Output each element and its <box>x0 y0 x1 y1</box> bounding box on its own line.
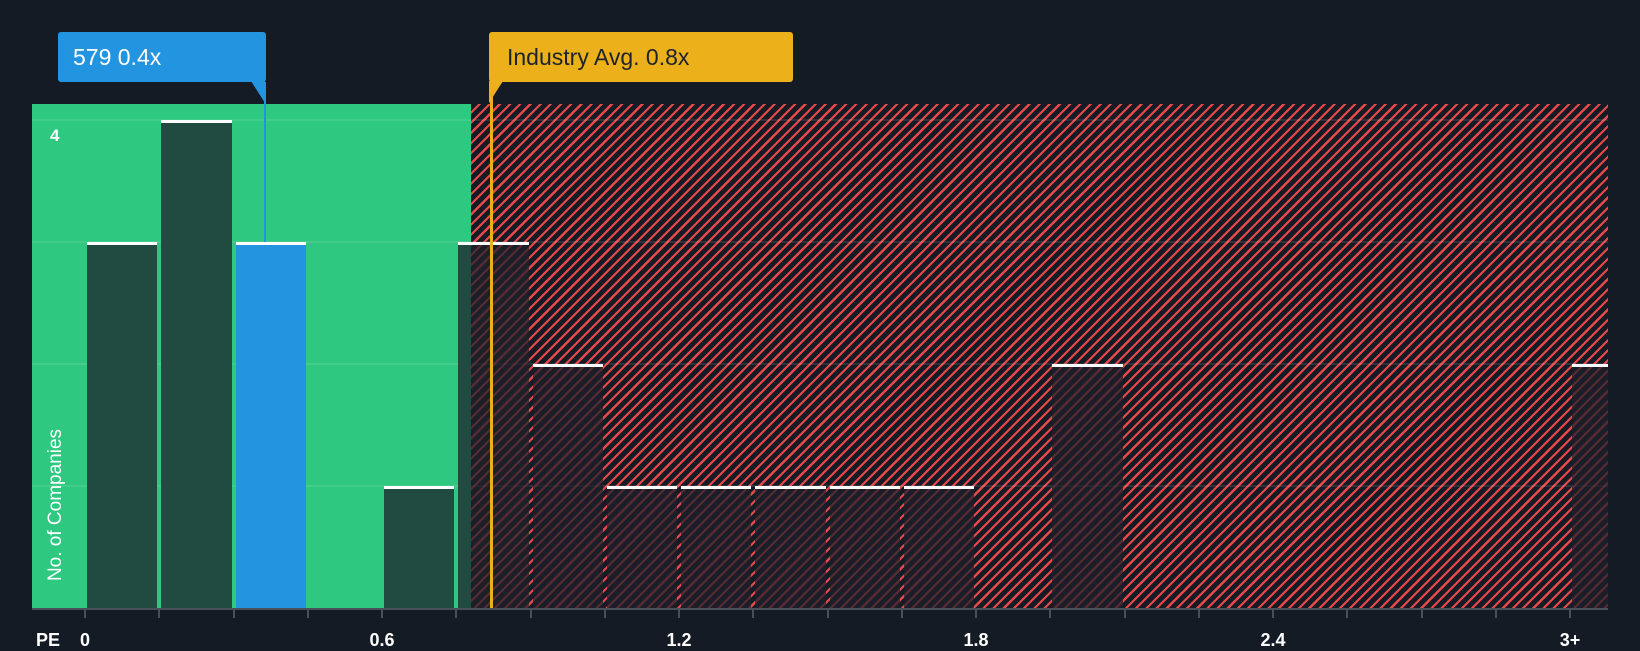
bar-cap <box>384 486 455 489</box>
x-tick <box>1272 609 1274 618</box>
x-tick <box>1049 609 1052 618</box>
bar-cap <box>532 364 603 367</box>
bar-cap <box>829 486 900 489</box>
x-axis-title: PE <box>36 630 61 650</box>
y-tick-label-4: 4 <box>50 126 60 145</box>
x-tick-label: 0 <box>79 630 91 650</box>
bar-cap <box>87 242 158 245</box>
x-tick <box>381 609 383 618</box>
bar-cap <box>161 120 232 123</box>
x-tick <box>529 609 532 618</box>
x-tick-label: 1.8 <box>963 630 989 650</box>
x-tick <box>1420 609 1423 618</box>
bar-cap <box>235 242 306 245</box>
histogram-bar[interactable] <box>1572 364 1608 608</box>
gridline-2 <box>32 363 1608 365</box>
bar-cap <box>681 486 752 489</box>
x-tick-label: 2.4 <box>1260 630 1286 650</box>
bar-cap <box>458 242 529 245</box>
x-tick <box>306 609 309 618</box>
bar-cap <box>1052 364 1123 367</box>
x-tick <box>752 609 755 618</box>
bar-cap <box>755 486 826 489</box>
x-tick-label: 1.2 <box>666 630 692 650</box>
x-tick <box>1494 609 1497 618</box>
bar-cap <box>1572 364 1608 367</box>
x-tick <box>603 609 606 618</box>
x-tick <box>232 609 235 618</box>
gridline-4 <box>32 119 1608 121</box>
histogram-bar[interactable] <box>458 242 529 608</box>
x-tick <box>826 609 829 618</box>
x-tick-label: 3+ <box>1559 630 1581 650</box>
x-tick <box>900 609 903 618</box>
company-bin-bar[interactable] <box>235 242 306 608</box>
histogram-bar[interactable] <box>384 486 455 608</box>
gridline-3 <box>32 241 1608 243</box>
histogram-bar[interactable] <box>161 120 232 608</box>
x-tick <box>1346 609 1349 618</box>
histogram-bar[interactable] <box>606 486 677 608</box>
x-tick <box>678 609 680 618</box>
x-tick <box>1569 609 1571 618</box>
x-tick <box>84 609 86 618</box>
histogram-bar[interactable] <box>681 486 752 608</box>
industry-average-marker-line <box>489 82 493 608</box>
x-tick <box>1123 609 1126 618</box>
industry-callout-pointer <box>489 81 503 103</box>
industry-average-callout[interactable]: Industry Avg. 0.8x <box>489 32 793 82</box>
histogram-bar[interactable] <box>532 364 603 608</box>
x-tick-label: 0.6 <box>369 630 395 650</box>
x-tick <box>1197 609 1200 618</box>
x-tick <box>975 609 977 618</box>
y-axis-title: No. of Companies <box>45 428 66 582</box>
company-callout-pointer <box>251 81 265 103</box>
histogram-bar[interactable] <box>829 486 900 608</box>
histogram-bar[interactable] <box>755 486 826 608</box>
bar-cap <box>903 486 974 489</box>
x-axis-line <box>32 608 1608 610</box>
histogram-bar[interactable] <box>87 242 158 608</box>
histogram-bar[interactable] <box>903 486 974 608</box>
x-tick <box>455 609 458 618</box>
bar-cap <box>606 486 677 489</box>
company-marker-line <box>264 82 266 242</box>
company-pe-callout[interactable]: 579 0.4x <box>58 32 266 82</box>
above-industry-zone <box>471 104 1608 608</box>
histogram-bar[interactable] <box>1052 364 1123 608</box>
x-tick <box>158 609 161 618</box>
